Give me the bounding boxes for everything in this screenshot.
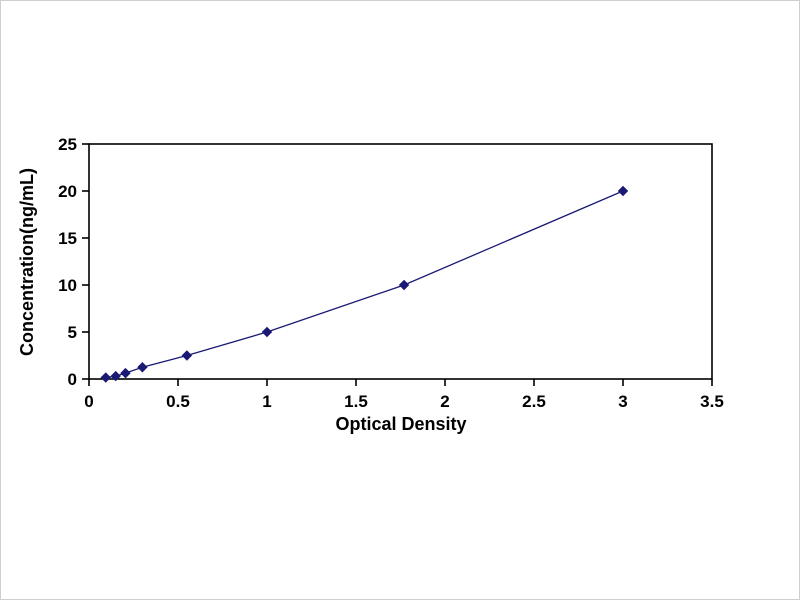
x-axis-title: Optical Density (335, 414, 466, 434)
y-axis-title: Concentration(ng/mL) (17, 168, 37, 356)
data-point-marker (398, 279, 410, 291)
x-tick-label: 0 (84, 392, 93, 411)
x-tick-label: 1 (262, 392, 271, 411)
data-point-marker (100, 372, 111, 383)
x-tick-label: 3 (618, 392, 627, 411)
y-tick-label: 15 (58, 229, 77, 248)
series-line (105, 190, 624, 379)
y-tick-label: 25 (58, 135, 77, 154)
data-point-marker (137, 362, 148, 373)
x-tick-label: 0.5 (166, 392, 190, 411)
data-point-marker (181, 350, 193, 361)
plot-border (88, 143, 713, 380)
data-point-marker (120, 367, 131, 379)
data-point-marker (261, 326, 273, 338)
data-point-marker (617, 185, 629, 197)
y-tick-label: 5 (68, 323, 77, 342)
y-tick-label: 10 (58, 276, 77, 295)
data-point-marker (110, 370, 121, 382)
x-tick-label: 2 (440, 392, 449, 411)
y-tick-label: 20 (58, 182, 77, 201)
y-tick-label: 0 (68, 370, 77, 389)
x-tick-label: 1.5 (344, 392, 368, 411)
x-tick-label: 3.5 (700, 392, 724, 411)
x-tick-label: 2.5 (522, 392, 546, 411)
